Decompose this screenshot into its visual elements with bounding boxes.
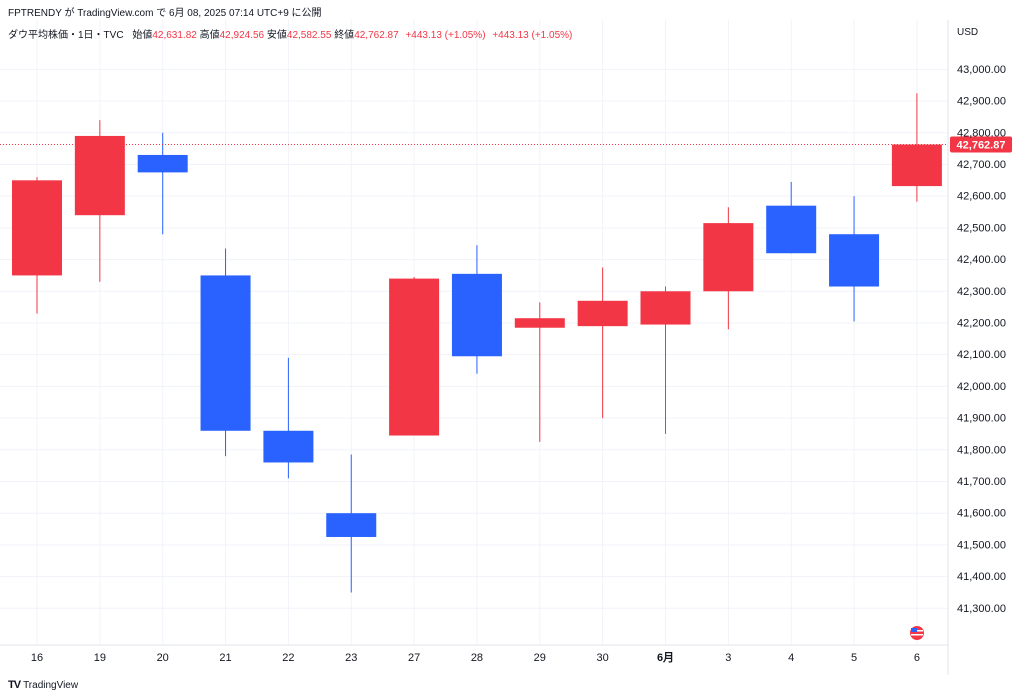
y-tick-label: 42,400.00 <box>957 254 1006 266</box>
ohlc-legend: ダウ平均株価・1日・TVC 始値42,631.82 高値42,924.56 安値… <box>8 26 572 41</box>
x-tick-label: 29 <box>534 652 546 664</box>
x-tick-label: 5 <box>851 652 857 664</box>
candle-up[interactable] <box>577 267 628 419</box>
x-tick-label: 6 <box>914 652 920 664</box>
candle-body <box>389 278 440 436</box>
candle-body <box>200 275 251 431</box>
x-tick-label: 21 <box>219 652 231 664</box>
high-label: 高値 <box>199 30 220 41</box>
x-tick-label: 19 <box>94 652 106 664</box>
candle-body <box>326 513 377 537</box>
y-tick-label: 41,900.00 <box>957 413 1006 425</box>
candle-body <box>891 144 942 187</box>
candles[interactable] <box>12 93 942 593</box>
candle-up[interactable] <box>389 277 440 436</box>
y-tick-label: 42,600.00 <box>957 191 1006 203</box>
candle-down[interactable] <box>263 357 314 479</box>
close-value: 42,762.87 <box>354 30 399 41</box>
candle-body <box>263 430 314 463</box>
change-value: +443.13 (+1.05%) <box>405 30 486 41</box>
candle-up[interactable] <box>891 93 942 202</box>
last-price-label: 42,762.87 <box>957 140 1006 152</box>
change-value-secondary: +443.13 (+1.05%) <box>492 30 573 41</box>
last-price-line: 42,762.87 <box>0 136 1012 153</box>
currency-label[interactable]: USD <box>957 27 979 38</box>
y-tick-label: 42,900.00 <box>957 96 1006 108</box>
candle-body <box>703 223 754 292</box>
tradingview-logo-icon: TV <box>8 679 21 691</box>
candle-body <box>514 318 565 328</box>
candle-up[interactable] <box>74 120 125 282</box>
y-tick-label: 41,400.00 <box>957 571 1006 583</box>
x-tick-label: 28 <box>471 652 483 664</box>
x-tick-label: 3 <box>725 652 731 664</box>
candle-down[interactable] <box>451 245 502 374</box>
x-tick-label: 6月 <box>657 651 674 664</box>
low-label: 安値 <box>266 30 287 41</box>
candle-body <box>640 291 691 325</box>
last-price-badge <box>950 136 1012 153</box>
y-tick-label: 42,000.00 <box>957 381 1006 393</box>
x-tick-label: 27 <box>408 652 420 664</box>
tradingview-logo[interactable]: TV TradingView <box>8 679 78 691</box>
candle-up[interactable] <box>12 177 62 314</box>
x-tick-label: 22 <box>282 652 294 664</box>
y-tick-label: 42,300.00 <box>957 286 1006 298</box>
open-label: 始値 <box>132 30 153 41</box>
candle-down[interactable] <box>326 454 377 593</box>
x-tick-label: 23 <box>345 652 357 664</box>
candle-body <box>137 154 188 173</box>
y-tick-label: 42,200.00 <box>957 317 1006 329</box>
x-tick-label: 30 <box>597 652 609 664</box>
candle-down[interactable] <box>200 248 251 457</box>
us-flag-icon[interactable] <box>910 626 924 640</box>
candle-body <box>451 273 502 357</box>
y-tick-label: 41,500.00 <box>957 539 1006 551</box>
x-tick-label: 20 <box>157 652 169 664</box>
close-label: 終値 <box>334 30 355 41</box>
open-value: 42,631.82 <box>152 30 197 41</box>
candle-body <box>577 300 628 327</box>
candle-up[interactable] <box>703 207 754 330</box>
candle-body <box>766 205 817 254</box>
y-tick-label: 42,800.00 <box>957 127 1006 139</box>
price-axis[interactable]: 41,300.00 41,400.00 41,500.00 41,600.00 41,7… <box>947 20 1006 675</box>
candle-down[interactable] <box>829 196 880 322</box>
y-tick-label: 41,600.00 <box>957 508 1006 520</box>
candle-body <box>74 135 125 216</box>
y-tick-label: 42,500.00 <box>957 222 1006 234</box>
y-tick-label: 43,000.00 <box>957 64 1006 76</box>
candle-down[interactable] <box>766 181 817 254</box>
high-value: 42,924.56 <box>219 30 265 41</box>
symbol-title[interactable]: ダウ平均株価・1日・TVC <box>8 30 124 41</box>
x-tick-label: 4 <box>788 652 794 664</box>
candle-down[interactable] <box>137 132 188 235</box>
tradingview-logo-text: TradingView <box>23 680 79 691</box>
candle-body <box>829 234 880 287</box>
low-value: 42,582.55 <box>286 30 332 41</box>
x-tick-label: 16 <box>31 652 43 664</box>
candle-up[interactable] <box>640 286 691 434</box>
time-axis[interactable]: 16 19 20 21 22 23 27 28 29 30 6月 3 4 5 6 <box>0 644 948 664</box>
y-tick-label: 41,800.00 <box>957 444 1006 456</box>
y-tick-label: 42,700.00 <box>957 159 1006 171</box>
y-tick-label: 41,700.00 <box>957 476 1006 488</box>
y-tick-label: 42,100.00 <box>957 349 1006 361</box>
candle-body <box>12 180 62 276</box>
candle-up[interactable] <box>514 302 565 442</box>
publish-attribution: FPTRENDY が TradingView.com で 6月 08, 2025… <box>8 8 322 19</box>
y-tick-label: 41,300.00 <box>957 603 1006 615</box>
